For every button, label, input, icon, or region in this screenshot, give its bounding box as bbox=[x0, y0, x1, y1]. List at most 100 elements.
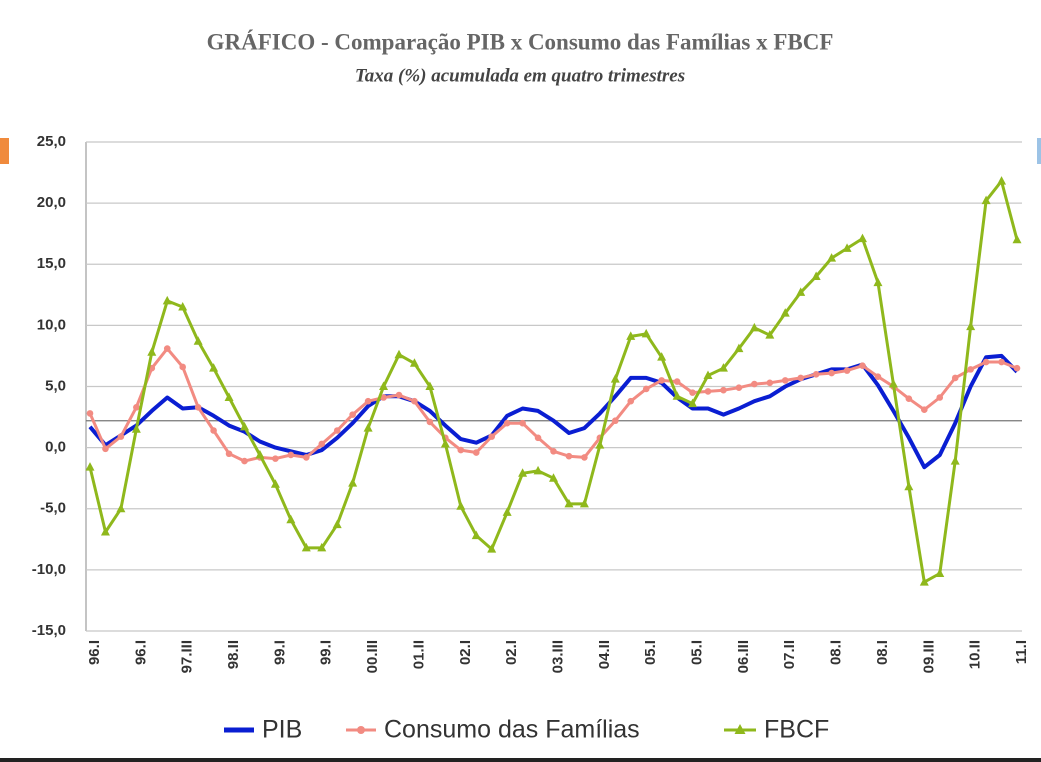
point bbox=[981, 195, 991, 205]
point bbox=[936, 394, 944, 401]
point bbox=[364, 397, 372, 405]
point bbox=[796, 287, 806, 296]
point bbox=[425, 381, 435, 390]
point bbox=[503, 419, 511, 427]
y-tick-label: 25,0 bbox=[37, 133, 66, 150]
point bbox=[950, 456, 960, 465]
legend-marker bbox=[357, 726, 365, 734]
point bbox=[859, 362, 866, 370]
chart-title: GRÁFICO - Comparação PIB x Consumo das F… bbox=[207, 29, 834, 54]
point bbox=[842, 243, 852, 252]
point bbox=[472, 449, 480, 456]
point bbox=[209, 363, 219, 372]
point bbox=[657, 352, 667, 361]
y-tick-label: 20,0 bbox=[37, 194, 66, 211]
point bbox=[518, 468, 528, 477]
point bbox=[286, 514, 296, 524]
point bbox=[873, 277, 883, 287]
point bbox=[333, 427, 341, 434]
point bbox=[641, 328, 651, 338]
point bbox=[720, 386, 727, 394]
x-tick-label: 99.I bbox=[318, 640, 335, 665]
x-tick-label: 08.I bbox=[874, 640, 891, 665]
x-tick-label: 02.I bbox=[457, 640, 474, 665]
point bbox=[100, 526, 110, 536]
point bbox=[193, 336, 203, 345]
point bbox=[349, 411, 356, 418]
point bbox=[116, 503, 126, 513]
point bbox=[179, 363, 186, 371]
point bbox=[379, 381, 389, 390]
point bbox=[440, 438, 450, 448]
point bbox=[565, 452, 573, 460]
point bbox=[380, 394, 387, 401]
point bbox=[86, 410, 94, 417]
point bbox=[332, 519, 342, 529]
point bbox=[210, 427, 217, 434]
point bbox=[564, 498, 574, 508]
bottom-edge bbox=[0, 758, 1041, 762]
point bbox=[904, 481, 914, 491]
point bbox=[581, 454, 588, 461]
x-tick-label: 97.III bbox=[179, 640, 196, 673]
x-tick-label: 98.II bbox=[225, 640, 242, 669]
point bbox=[858, 233, 867, 243]
y-tick-label: -5,0 bbox=[40, 500, 66, 517]
x-tick-label: 99.I bbox=[271, 640, 288, 665]
point bbox=[627, 397, 635, 405]
x-tick-label: 01.II bbox=[410, 640, 427, 669]
point bbox=[318, 440, 326, 448]
point bbox=[718, 363, 728, 372]
point bbox=[240, 421, 249, 431]
y-tick-label: -15,0 bbox=[32, 622, 66, 639]
y-tick-label: 10,0 bbox=[37, 316, 66, 333]
side-tab bbox=[1037, 138, 1041, 164]
y-tick-label: 0,0 bbox=[45, 439, 66, 456]
point bbox=[147, 347, 157, 356]
point bbox=[457, 446, 465, 454]
point bbox=[735, 384, 743, 392]
point bbox=[272, 455, 279, 462]
point bbox=[997, 176, 1007, 185]
point bbox=[117, 433, 125, 440]
point bbox=[456, 501, 466, 510]
point bbox=[812, 370, 820, 378]
point bbox=[133, 403, 140, 411]
point bbox=[626, 331, 636, 340]
point bbox=[579, 498, 589, 508]
legend-marker bbox=[734, 724, 746, 734]
point bbox=[394, 349, 404, 359]
series-line bbox=[88, 347, 1018, 463]
point bbox=[919, 577, 929, 586]
point bbox=[549, 473, 558, 482]
point bbox=[595, 440, 605, 449]
point bbox=[905, 395, 913, 403]
x-tick-label: 11.I bbox=[1013, 640, 1030, 664]
point bbox=[672, 391, 682, 400]
point bbox=[163, 345, 171, 352]
point bbox=[734, 343, 744, 353]
legend-label: PIB bbox=[262, 716, 302, 744]
point bbox=[843, 367, 851, 374]
point bbox=[751, 380, 758, 388]
point bbox=[688, 398, 698, 408]
x-tick-label: 06.III bbox=[735, 640, 752, 673]
point bbox=[827, 253, 837, 262]
point bbox=[241, 457, 248, 465]
point bbox=[519, 419, 526, 427]
point bbox=[612, 417, 619, 425]
point bbox=[287, 451, 295, 459]
point bbox=[951, 374, 959, 382]
point bbox=[301, 542, 311, 552]
point bbox=[395, 391, 403, 399]
point bbox=[102, 445, 109, 453]
point bbox=[828, 369, 835, 377]
point bbox=[502, 507, 512, 516]
point bbox=[409, 358, 419, 367]
series-line bbox=[88, 179, 1019, 584]
point bbox=[270, 479, 280, 488]
x-tick-label: 96.I bbox=[86, 640, 103, 665]
point bbox=[1012, 234, 1022, 244]
point bbox=[658, 377, 665, 384]
